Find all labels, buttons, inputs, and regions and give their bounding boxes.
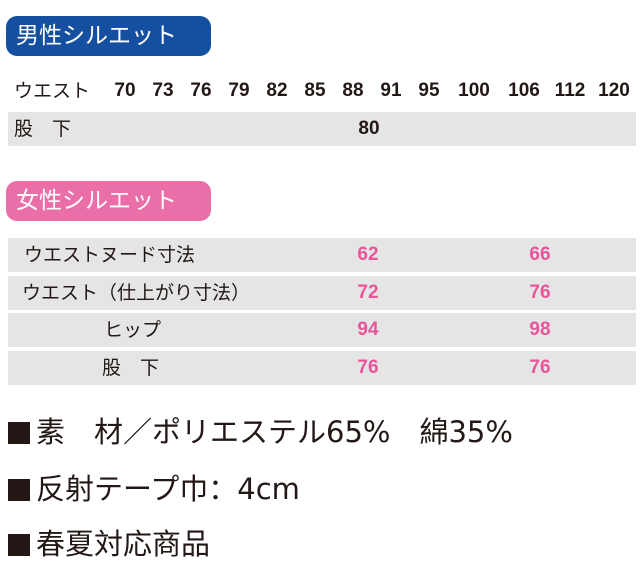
- men-waist-label: ウエスト: [14, 80, 91, 102]
- men-waist-size: 88: [342, 80, 364, 101]
- men-inseam-row: 股 下 80: [8, 112, 636, 146]
- men-waist-size: 91: [380, 80, 402, 101]
- women-row-waist-finished: ウエスト（仕上がり寸法） 72 76: [8, 276, 636, 310]
- bullet-square-icon: [8, 422, 30, 444]
- men-waist-size: 112: [554, 80, 586, 101]
- women-value-a: 72: [357, 282, 379, 303]
- men-inseam-label: 股 下: [14, 118, 72, 140]
- men-waist-size: 100: [458, 80, 490, 101]
- women-value-b: 66: [529, 244, 551, 265]
- men-waist-size: 76: [190, 80, 212, 101]
- men-waist-size: 82: [266, 80, 288, 101]
- women-row-inseam: 股 下 76 76: [8, 351, 636, 385]
- men-waist-size: 120: [598, 80, 630, 101]
- women-value-a: 62: [357, 244, 379, 265]
- women-row-label: ウエスト（仕上がり寸法）: [22, 282, 251, 304]
- women-value-b: 76: [529, 357, 551, 378]
- material-line: 素 材／ポリエステル65% 綿35%: [8, 414, 513, 450]
- women-value-a: 76: [357, 357, 379, 378]
- men-waist-size: 79: [228, 80, 250, 101]
- men-waist-row: ウエスト 70 73 76 79 82 85 88 91 95 100 106 …: [8, 74, 636, 108]
- women-value-b: 76: [529, 282, 551, 303]
- men-waist-size: 85: [304, 80, 326, 101]
- bullet-square-icon: [8, 479, 30, 501]
- reflective-tape-text: 反射テープ巾：4cm: [36, 472, 300, 506]
- men-silhouette-badge: 男性シルエット: [6, 16, 211, 56]
- reflective-tape-line: 反射テープ巾：4cm: [8, 471, 300, 507]
- men-waist-size: 106: [508, 80, 540, 101]
- women-row-label: ヒップ: [104, 319, 162, 341]
- men-waist-size: 70: [114, 80, 136, 101]
- men-waist-size: 73: [152, 80, 174, 101]
- material-text: 素 材／ポリエステル65% 綿35%: [36, 415, 513, 449]
- men-waist-size: 95: [418, 80, 440, 101]
- bullet-square-icon: [8, 534, 30, 556]
- women-row-waist-nude: ウエストヌード寸法 62 66: [8, 238, 636, 272]
- season-line: 春夏対応商品: [8, 526, 210, 562]
- women-value-b: 98: [529, 319, 551, 340]
- season-text: 春夏対応商品: [36, 527, 211, 561]
- women-row-label: 股 下: [102, 357, 160, 379]
- women-value-a: 94: [357, 319, 379, 340]
- women-row-label: ウエストヌード寸法: [24, 244, 196, 266]
- men-inseam-value: 80: [358, 118, 380, 139]
- women-silhouette-badge: 女性シルエット: [6, 181, 211, 221]
- women-row-hip: ヒップ 94 98: [8, 313, 636, 347]
